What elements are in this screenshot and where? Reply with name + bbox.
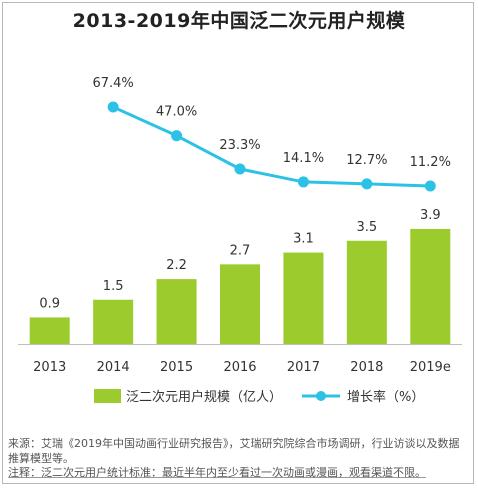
bar-label-2019e: 3.9 bbox=[420, 208, 441, 223]
x-tick-2013: 2013 bbox=[33, 360, 66, 375]
legend-bar-swatch bbox=[94, 389, 121, 403]
bar-label-2017: 3.1 bbox=[293, 232, 314, 247]
growth-point-2016 bbox=[234, 163, 246, 175]
bar-2019e bbox=[410, 228, 451, 344]
growth-label-2014: 67.4% bbox=[92, 76, 133, 91]
growth-label-2017: 14.1% bbox=[283, 151, 324, 166]
bar-label-2016: 2.7 bbox=[230, 243, 251, 258]
chart-canvas: 0.9 1.5 2.2 2.7 3.1 3.5 3.9 2013 2014 2015 2016 201… bbox=[18, 76, 462, 405]
chart-notes: 来源：艾瑞《2019年中国动画行业研究报告》，艾瑞研究院综合市场调研，行业访谈以… bbox=[8, 437, 470, 481]
x-tick-2014: 2014 bbox=[97, 360, 130, 375]
growth-point-2019e bbox=[424, 180, 436, 192]
x-tick-2015: 2015 bbox=[160, 360, 193, 375]
bar-label-2015: 2.2 bbox=[166, 258, 187, 273]
bar-2017 bbox=[283, 252, 324, 344]
bar-2018 bbox=[346, 240, 387, 344]
x-tick-2017: 2017 bbox=[287, 360, 320, 375]
legend-bar-label: 泛二次元用户规模（亿人） bbox=[126, 389, 282, 405]
chart-title: 2013-2019年中国泛二次元用户规模 bbox=[72, 10, 406, 32]
bar-2013 bbox=[29, 317, 70, 344]
bar-2015 bbox=[156, 279, 197, 344]
growth-rate-line bbox=[112, 105, 431, 188]
x-tick-2016: 2016 bbox=[223, 360, 256, 375]
growth-label-2016: 23.3% bbox=[219, 138, 260, 153]
growth-point-2017 bbox=[297, 176, 309, 188]
growth-label-2015: 47.0% bbox=[156, 105, 197, 120]
growth-label-2018: 12.7% bbox=[346, 153, 387, 168]
bar-label-2013: 0.9 bbox=[39, 296, 60, 311]
x-tick-2019e: 2019e bbox=[410, 360, 451, 375]
growth-label-2019e: 11.2% bbox=[410, 155, 451, 170]
legend-line-marker bbox=[316, 391, 326, 401]
growth-point-2018 bbox=[361, 178, 373, 190]
bar-label-2018: 3.5 bbox=[357, 220, 378, 235]
bar-2014 bbox=[93, 299, 134, 344]
bar-label-2014: 1.5 bbox=[103, 279, 124, 294]
figure-frame bbox=[2, 2, 474, 484]
legend-line-label: 增长率（%） bbox=[347, 389, 424, 405]
growth-point-2014 bbox=[107, 101, 119, 113]
definition-note: 注释：泛二次元用户统计标准：最近半年内至少看过一次动画或漫画，观看渠道不限。 bbox=[8, 466, 426, 479]
growth-point-2015 bbox=[171, 130, 183, 142]
x-tick-2018: 2018 bbox=[350, 360, 383, 375]
bar-2016 bbox=[220, 264, 260, 344]
source-note: 来源：艾瑞《2019年中国动画行业研究报告》，艾瑞研究院综合市场调研，行业访谈以… bbox=[8, 437, 460, 465]
